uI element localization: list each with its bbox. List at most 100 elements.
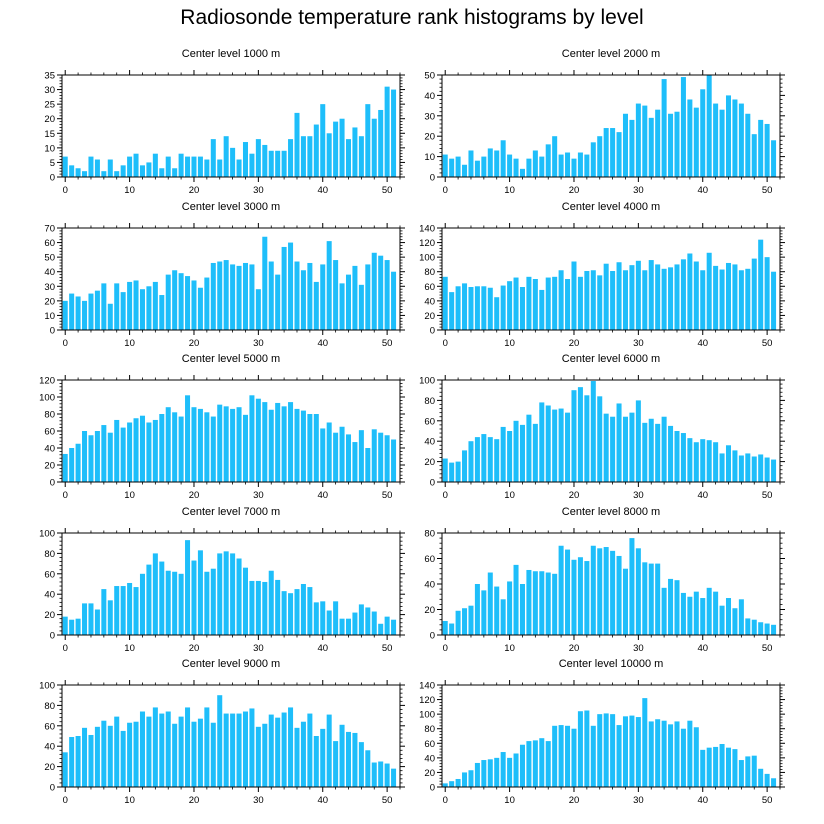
histogram-bar [69, 165, 75, 177]
y-tick-label: 40 [44, 590, 55, 601]
histogram-bar [313, 124, 319, 177]
histogram-bar [577, 387, 583, 482]
histogram-bar [500, 752, 506, 787]
histogram-bar [635, 103, 641, 177]
histogram-bar [481, 156, 487, 177]
histogram-bar [300, 136, 306, 177]
histogram-bar [655, 719, 661, 787]
histogram-bar [281, 150, 287, 177]
histogram-bar [127, 281, 133, 330]
x-tick-label: 50 [382, 795, 393, 806]
histogram-bar [191, 407, 197, 482]
histogram-bar [539, 156, 545, 177]
histogram-bar [474, 286, 480, 330]
y-tick-label: 60 [44, 238, 55, 249]
histogram-bar [345, 274, 352, 330]
histogram-bar [139, 573, 145, 635]
histogram-bar [700, 749, 706, 787]
histogram-bar [300, 721, 306, 787]
histogram-bar [507, 431, 513, 482]
histogram-bar [365, 607, 371, 635]
histogram-bar [719, 109, 725, 177]
histogram-bar [732, 450, 738, 482]
histogram-bar [603, 128, 609, 177]
histogram-bar [610, 270, 616, 330]
histogram-bar [738, 103, 744, 177]
histogram-bar [558, 408, 564, 482]
plot-frame [61, 227, 401, 331]
histogram-bar [197, 156, 203, 177]
histogram-bar [88, 293, 94, 330]
histogram-bar [197, 287, 203, 330]
histogram-bar [474, 762, 480, 787]
histogram-bar [519, 424, 525, 482]
histogram-bar [610, 416, 616, 482]
histogram-bar [152, 707, 158, 787]
x-tick-label: 50 [382, 643, 393, 654]
histogram-bar [642, 422, 648, 482]
histogram-bar [571, 261, 577, 330]
x-tick-label: 50 [762, 185, 773, 196]
histogram-bar [494, 586, 500, 635]
histogram-panel-2: Center level 2000 m 0 10 20 30 40 50 0 10 20 30 40 5… [424, 48, 785, 196]
y-tick-label: 50 [424, 71, 435, 82]
y-tick-label: 100 [419, 253, 435, 264]
histogram-bar [687, 438, 693, 482]
histogram-bar [603, 263, 609, 330]
histogram-bar [565, 725, 571, 787]
histogram-bar [288, 593, 294, 635]
histogram-bar [262, 236, 268, 330]
y-tick-label: 40 [424, 296, 435, 307]
histogram-bar [230, 264, 236, 330]
histogram-bar [275, 579, 281, 635]
histogram-bar [107, 159, 113, 177]
histogram-bar [94, 290, 100, 330]
histogram-bar [262, 581, 268, 635]
histogram-bar [693, 442, 699, 482]
histogram-bar [101, 720, 107, 787]
histogram-bar [442, 783, 448, 787]
histogram-bar [300, 584, 306, 635]
histogram-bar [507, 154, 513, 177]
histogram-bar [597, 548, 603, 635]
y-tick-label: 80 [424, 396, 435, 407]
histogram-bar [526, 158, 532, 177]
histogram-bar [590, 381, 596, 482]
histogram-bar [674, 111, 680, 177]
y-tick-label: 10 [424, 152, 435, 163]
histogram-bar [275, 402, 281, 482]
histogram-bar [94, 431, 100, 482]
histogram-bar [242, 567, 248, 635]
histogram-bar [275, 717, 281, 787]
histogram-bar [101, 283, 107, 330]
histogram-bar [584, 710, 590, 787]
y-tick-label: 20 [44, 461, 55, 472]
histogram-panel-1: Center level 1000 m 0 5 10 15 20 25 30 35 0 10 20 30… [44, 48, 405, 196]
histogram-bar [210, 722, 216, 787]
panel-title: Center level 10000 m [559, 658, 664, 670]
histogram-bar [146, 716, 152, 787]
panel-title: Center level 2000 m [562, 48, 660, 60]
histogram-bar [519, 287, 525, 330]
x-tick-label: 50 [382, 338, 393, 349]
panel-title: Center level 6000 m [562, 353, 660, 365]
histogram-bar [107, 725, 113, 787]
histogram-bar [275, 274, 281, 330]
histogram-bar [706, 587, 712, 635]
x-tick-label: 50 [762, 795, 773, 806]
histogram-bar [526, 569, 532, 635]
histogram-bar [352, 442, 358, 482]
histogram-bar [474, 437, 480, 482]
histogram-bar [449, 781, 455, 787]
histogram-bar [88, 156, 94, 177]
histogram-bar [178, 716, 184, 787]
y-tick-label: 40 [44, 444, 55, 455]
histogram-bar [62, 156, 68, 177]
x-tick-label: 0 [63, 490, 68, 501]
histogram-bar [288, 707, 294, 787]
histogram-bar [204, 571, 210, 635]
histogram-bar [178, 573, 184, 635]
histogram-bar [668, 724, 674, 787]
figure-title: Radiosonde temperature rank histograms b… [180, 6, 644, 29]
x-tick-label: 30 [633, 643, 644, 654]
